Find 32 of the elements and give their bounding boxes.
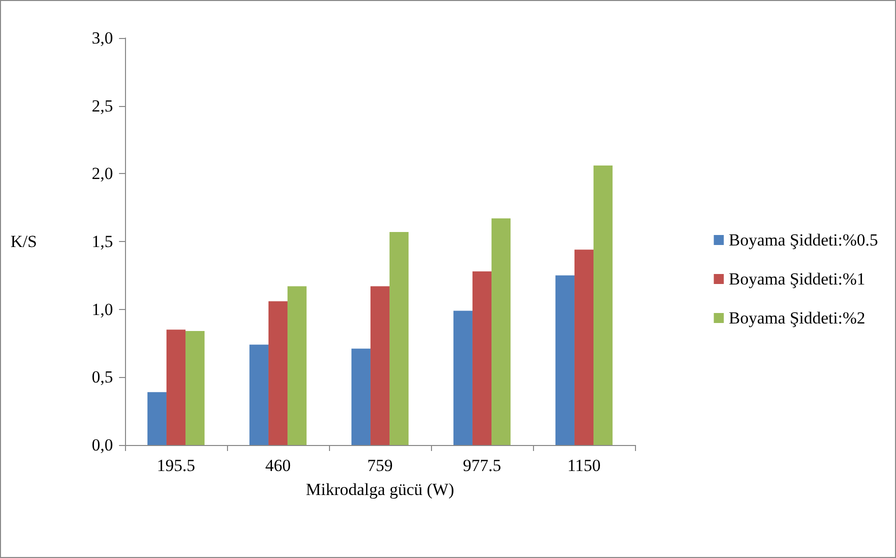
x-axis-title: Mikrodalga gücü (W) — [306, 480, 454, 499]
legend-label: Boyama Şiddeti:%2 — [728, 308, 866, 328]
y-tick-label: 3,0 — [92, 28, 113, 48]
bar — [268, 301, 288, 445]
y-tick-label: 2,5 — [92, 96, 113, 116]
bar — [574, 250, 594, 445]
bar — [288, 286, 307, 445]
bar — [492, 218, 511, 445]
x-tick-label: 759 — [367, 456, 393, 475]
y-tick-label: 1,5 — [92, 232, 113, 251]
legend-label: Boyama Şiddeti:%1 — [728, 270, 866, 288]
legend-label: Boyama Şiddeti:%0.5 — [728, 230, 878, 250]
bar — [555, 275, 574, 445]
y-tick-label: 2,0 — [92, 164, 113, 184]
y-axis-title: K/S — [10, 232, 37, 251]
x-tick-label: 460 — [265, 456, 291, 475]
bar — [453, 310, 472, 445]
x-tick-label: 195.5 — [156, 456, 196, 475]
y-tick-label: 0,5 — [92, 368, 113, 387]
bar — [249, 344, 268, 445]
y-tick-label: 1,0 — [92, 300, 113, 319]
y-tick-label: 0,0 — [92, 436, 113, 454]
bar — [472, 271, 492, 445]
bar — [186, 331, 205, 445]
bar — [390, 232, 409, 445]
bar — [594, 166, 613, 445]
bar — [166, 330, 186, 445]
x-tick-label: 977.5 — [462, 456, 502, 475]
bar — [370, 286, 390, 445]
bar — [147, 392, 166, 445]
x-tick-label: 1150 — [567, 456, 601, 475]
bar — [351, 348, 370, 445]
